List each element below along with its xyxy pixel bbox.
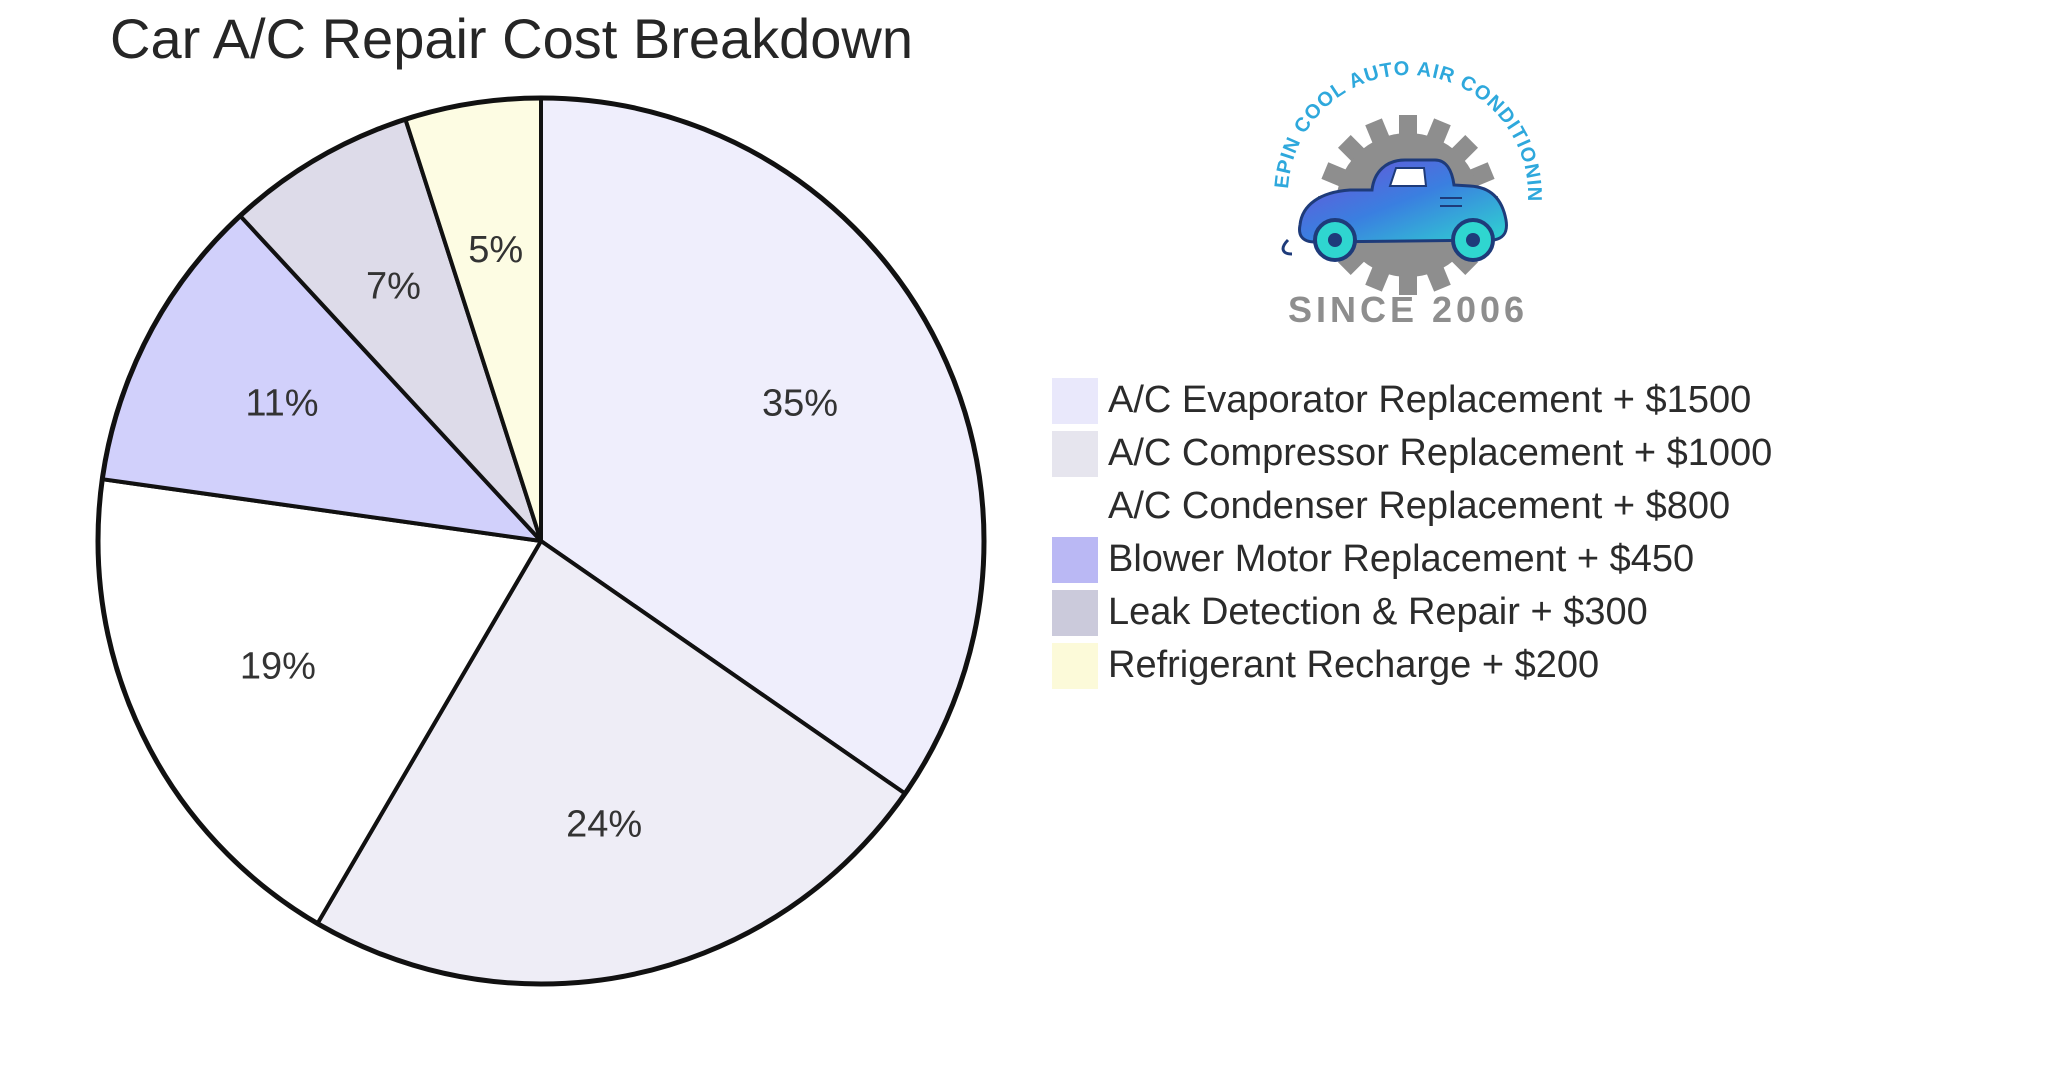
legend-label-0: A/C Evaporator Replacement + $1500 [1108, 379, 1752, 421]
pie-percent-label-2: 19% [240, 645, 316, 687]
company-logo: KEEPIN COOL AUTO AIR CONDITIONING SINCE … [1240, 40, 1544, 330]
legend-label-1: A/C Compressor Replacement + $1000 [1108, 432, 1773, 474]
pie-percent-label-4: 7% [366, 266, 421, 308]
chart-title: Car A/C Repair Cost Breakdown [110, 7, 914, 70]
pie-percent-label-5: 5% [468, 229, 523, 271]
legend-swatch-2 [1052, 483, 1098, 530]
legend-item-0: A/C Evaporator Replacement + $1500 [1052, 374, 1772, 427]
legend-item-4: Leak Detection & Repair + $300 [1052, 586, 1772, 639]
legend-item-5: Refrigerant Recharge + $200 [1052, 639, 1772, 692]
legend-label-3: Blower Motor Replacement + $450 [1108, 538, 1695, 580]
legend-item-3: Blower Motor Replacement + $450 [1052, 533, 1772, 586]
legend-swatch-1 [1052, 430, 1098, 477]
logo-since-text: SINCE 2006 [1288, 289, 1528, 330]
legend-swatch-0 [1052, 377, 1098, 424]
pie-percent-label-1: 24% [566, 804, 642, 846]
pie-percent-label-0: 35% [762, 382, 838, 424]
car-icon [1281, 158, 1508, 262]
legend-item-2: A/C Condenser Replacement + $800 [1052, 480, 1772, 533]
pie-percent-label-3: 11% [245, 382, 318, 424]
legend-label-5: Refrigerant Recharge + $200 [1108, 644, 1600, 686]
legend-swatch-5 [1052, 642, 1098, 689]
pie-outline [95, 95, 987, 987]
legend-swatch-3 [1052, 536, 1098, 583]
legend-swatch-4 [1052, 589, 1098, 636]
legend-item-1: A/C Compressor Replacement + $1000 [1052, 427, 1772, 480]
legend-label-4: Leak Detection & Repair + $300 [1108, 591, 1648, 633]
pie-chart: 35% 24% 19% 11% 7% 5% [95, 95, 987, 987]
legend-label-2: A/C Condenser Replacement + $800 [1108, 485, 1731, 527]
chart-legend: A/C Evaporator Replacement + $1500 A/C Co… [1052, 374, 1772, 692]
